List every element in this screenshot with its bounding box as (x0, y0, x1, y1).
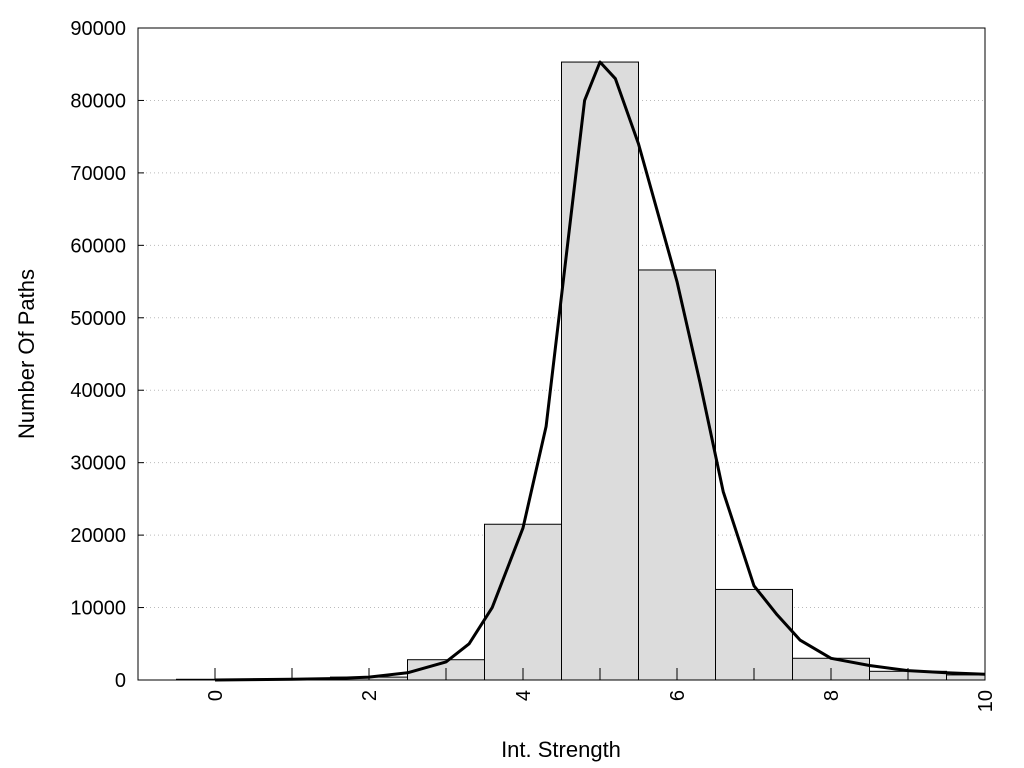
y-tick-label: 70000 (70, 163, 126, 185)
y-tick-label: 30000 (70, 453, 126, 475)
y-axis-ticks: 0 10000 20000 30000 40000 50000 60000 70000 8000… (70, 18, 144, 692)
y-tick-label: 10000 (70, 598, 126, 620)
x-tick-label: 10 (975, 690, 997, 712)
bar (946, 674, 986, 681)
x-tick-label: 4 (513, 690, 535, 701)
x-axis-label: Int. Strength (501, 737, 621, 762)
y-tick-label: 80000 (70, 90, 126, 112)
y-tick-label: 60000 (70, 235, 126, 257)
y-tick-label: 50000 (70, 308, 126, 330)
fit-curve (214, 60, 986, 682)
x-tick-label: 0 (205, 690, 227, 701)
x-axis-ticks: 0 2 4 6 8 10 (205, 668, 997, 712)
bar (715, 588, 793, 681)
y-tick-label: 40000 (70, 380, 126, 402)
bar (561, 61, 639, 681)
y-tick-label: 20000 (70, 525, 126, 547)
y-axis-label: Number Of Paths (14, 269, 39, 439)
y-tick-label: 90000 (70, 18, 126, 40)
y-tick-label: 0 (115, 670, 126, 692)
plot-frame (137, 27, 986, 681)
x-tick-label: 6 (667, 690, 689, 701)
bar (484, 523, 562, 681)
x-tick-label: 8 (821, 690, 843, 701)
x-tick-label: 2 (359, 690, 381, 701)
bar (638, 269, 716, 681)
bars (176, 61, 986, 681)
